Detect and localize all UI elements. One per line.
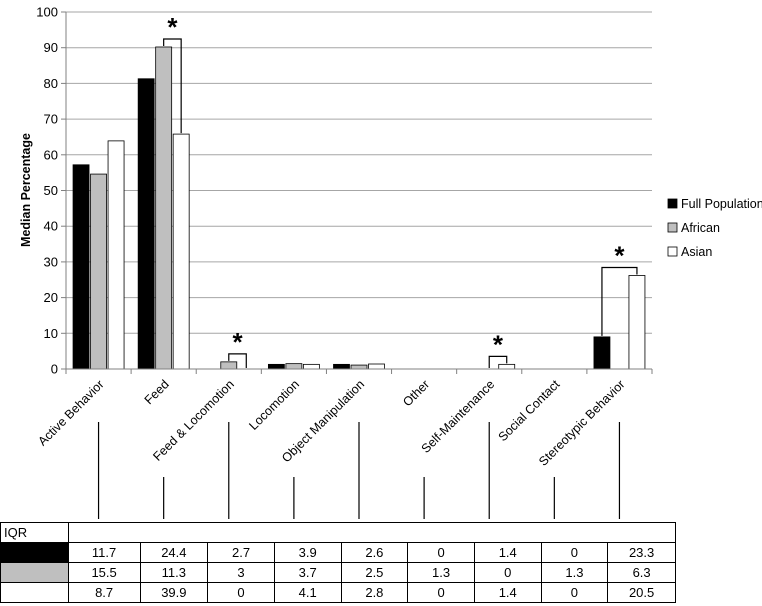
y-tick-label: 60 [44,147,58,162]
bar-african [155,46,173,370]
iqr-cell: 1.3 [407,562,475,583]
y-tick-label: 100 [36,5,58,20]
bar-asian [107,140,125,370]
iqr-cell: 1.3 [540,562,609,583]
iqr-cell: 8.7 [67,582,141,603]
iqr-header-row: IQR [0,522,677,543]
iqr-header: IQR [0,522,69,543]
bar-asian [368,363,385,370]
y-tick-label: 10 [44,326,58,341]
iqr-cell: 0 [407,542,475,563]
y-tick-label: 70 [44,112,58,127]
bar-asian [302,363,320,370]
bar-full-population [137,78,155,370]
significance-bracket [488,355,508,368]
significance-bracket [228,353,247,368]
bar-full-population [333,363,350,370]
legend: Full Population African Asian [667,197,762,259]
iqr-cell: 1.4 [473,582,542,603]
y-tick-label: 30 [44,254,58,269]
iqr-cell: 15.5 [67,562,141,583]
iqr-cell: 23.3 [607,542,676,563]
y-tick-label: 0 [51,362,58,377]
y-axis-label: Median Percentage [19,133,33,247]
legend-label: Asian [681,245,712,259]
x-category-label: Social Contact [496,377,563,444]
bar-african [285,363,303,370]
bar-african [90,173,107,370]
iqr-table: IQR 11.7 24.4 2.7 3.9 2.6 0 1.4 0 23.3 15.5 11.3 3 3… [0,522,677,603]
iqr-cell: 39.9 [139,582,209,603]
significance-bracket [601,266,638,336]
iqr-row-swatch [0,582,69,603]
iqr-cell: 2.6 [340,542,409,563]
significance-markers: * * * * [163,12,638,368]
significance-star: * [232,327,243,357]
bar-african [220,361,238,370]
bar-asian [628,275,646,370]
bar-african [350,364,368,370]
iqr-cell: 3 [207,562,275,583]
iqr-row: 15.5 11.3 3 3.7 2.5 1.3 0 1.3 6.3 [0,562,676,583]
iqr-cell: 0 [473,562,542,583]
iqr-cell: 0 [540,542,609,563]
iqr-cell: 4.1 [273,582,342,603]
x-category-label: Feed [142,377,172,407]
iqr-header-blank [67,522,677,543]
iqr-cell: 1.4 [473,542,542,563]
legend-swatch [667,246,678,257]
bar-full-population [593,336,611,370]
iqr-cell: 11.7 [67,542,141,563]
y-tick-label: 50 [44,183,58,198]
iqr-row-swatch [0,562,69,583]
y-tick-label: 90 [44,40,58,55]
y-tick-label: 80 [44,76,58,91]
iqr-row: 8.7 39.9 0 4.1 2.8 0 1.4 0 20.5 [0,582,676,603]
iqr-cell: 2.5 [340,562,409,583]
iqr-row: 11.7 24.4 2.7 3.9 2.6 0 1.4 0 23.3 [0,542,676,563]
bars [72,46,646,370]
iqr-cell: 24.4 [139,542,209,563]
x-category-label: Self-Maintenance [419,377,498,456]
x-category-label: Locomotion [246,377,302,433]
iqr-row-swatch [0,542,69,563]
significance-star: * [167,12,178,42]
y-tick-label: 40 [44,219,58,234]
iqr-cell: 0 [540,582,609,603]
significance-bracket [163,38,182,134]
x-category-label: Active Behavior [35,377,106,448]
bar-chart: 0 10 20 30 40 50 60 70 80 90 100 Median Percentage… [19,5,762,519]
iqr-cell: 2.7 [207,542,275,563]
significance-star: * [493,329,504,359]
bar-full-population [267,363,285,370]
bar-asian [172,133,190,370]
legend-swatch [667,222,678,233]
iqr-cell: 3.9 [273,542,342,563]
x-category-label: Other [400,377,432,409]
legend-label: Full Population [681,197,762,211]
legend-label: African [681,221,720,235]
category-connector-lines [97,422,621,519]
iqr-cell: 6.3 [607,562,676,583]
bar-asian [498,363,516,370]
bar-full-population [72,164,90,370]
significance-star: * [614,240,625,270]
iqr-cell: 20.5 [607,582,676,603]
y-tick-label: 20 [44,290,58,305]
iqr-cell: 11.3 [139,562,209,583]
iqr-cell: 0 [207,582,275,603]
legend-swatch [667,198,678,209]
iqr-cell: 3.7 [273,562,342,583]
iqr-cell: 0 [407,582,475,603]
y-axis: 0 10 20 30 40 50 60 70 80 90 100 [36,5,67,377]
iqr-cell: 2.8 [340,582,409,603]
